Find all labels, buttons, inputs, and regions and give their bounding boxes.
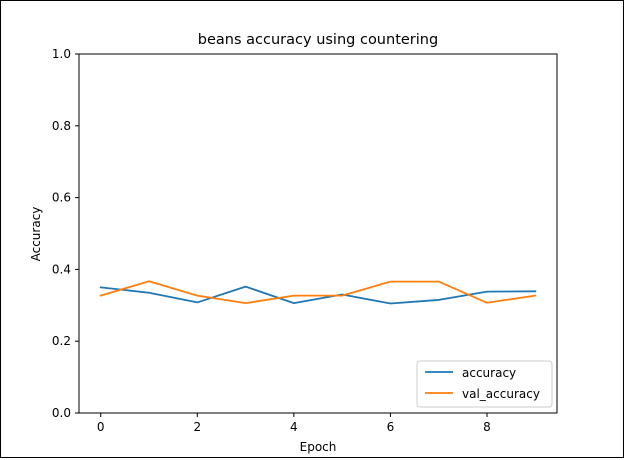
x-tick-label: 4 [290,420,298,434]
y-tick-label: 1.0 [52,47,71,61]
chart-legend: accuracy val_accuracy [416,360,553,408]
x-tick-label: 2 [193,420,201,434]
series-line-val-accuracy [99,280,537,305]
y-tick-label: 0.0 [52,406,71,420]
x-axis-ticks: 0 2 4 6 8 [97,413,491,434]
y-axis-label: Accuracy [29,207,43,262]
y-axis-ticks: 0.0 0.2 0.4 0.6 0.8 1.0 [52,47,79,420]
plot-area-frame [78,53,558,414]
x-tick-label: 0 [97,420,105,434]
y-tick-label: 0.4 [52,262,71,276]
y-tick-label: 0.8 [52,119,71,133]
legend-label-val-accuracy: val_accuracy [462,387,540,401]
series-lines [99,280,537,305]
x-tick-label: 6 [387,420,395,434]
chart-title: beans accuracy using countering [198,32,438,48]
x-tick-label: 8 [483,420,491,434]
y-tick-label: 0.2 [52,334,71,348]
plot-area-background [79,54,557,413]
y-tick-label: 0.6 [52,191,71,205]
series-line-accuracy [99,285,537,305]
legend-label-accuracy: accuracy [462,366,516,380]
x-axis-label: Epoch [300,440,337,454]
